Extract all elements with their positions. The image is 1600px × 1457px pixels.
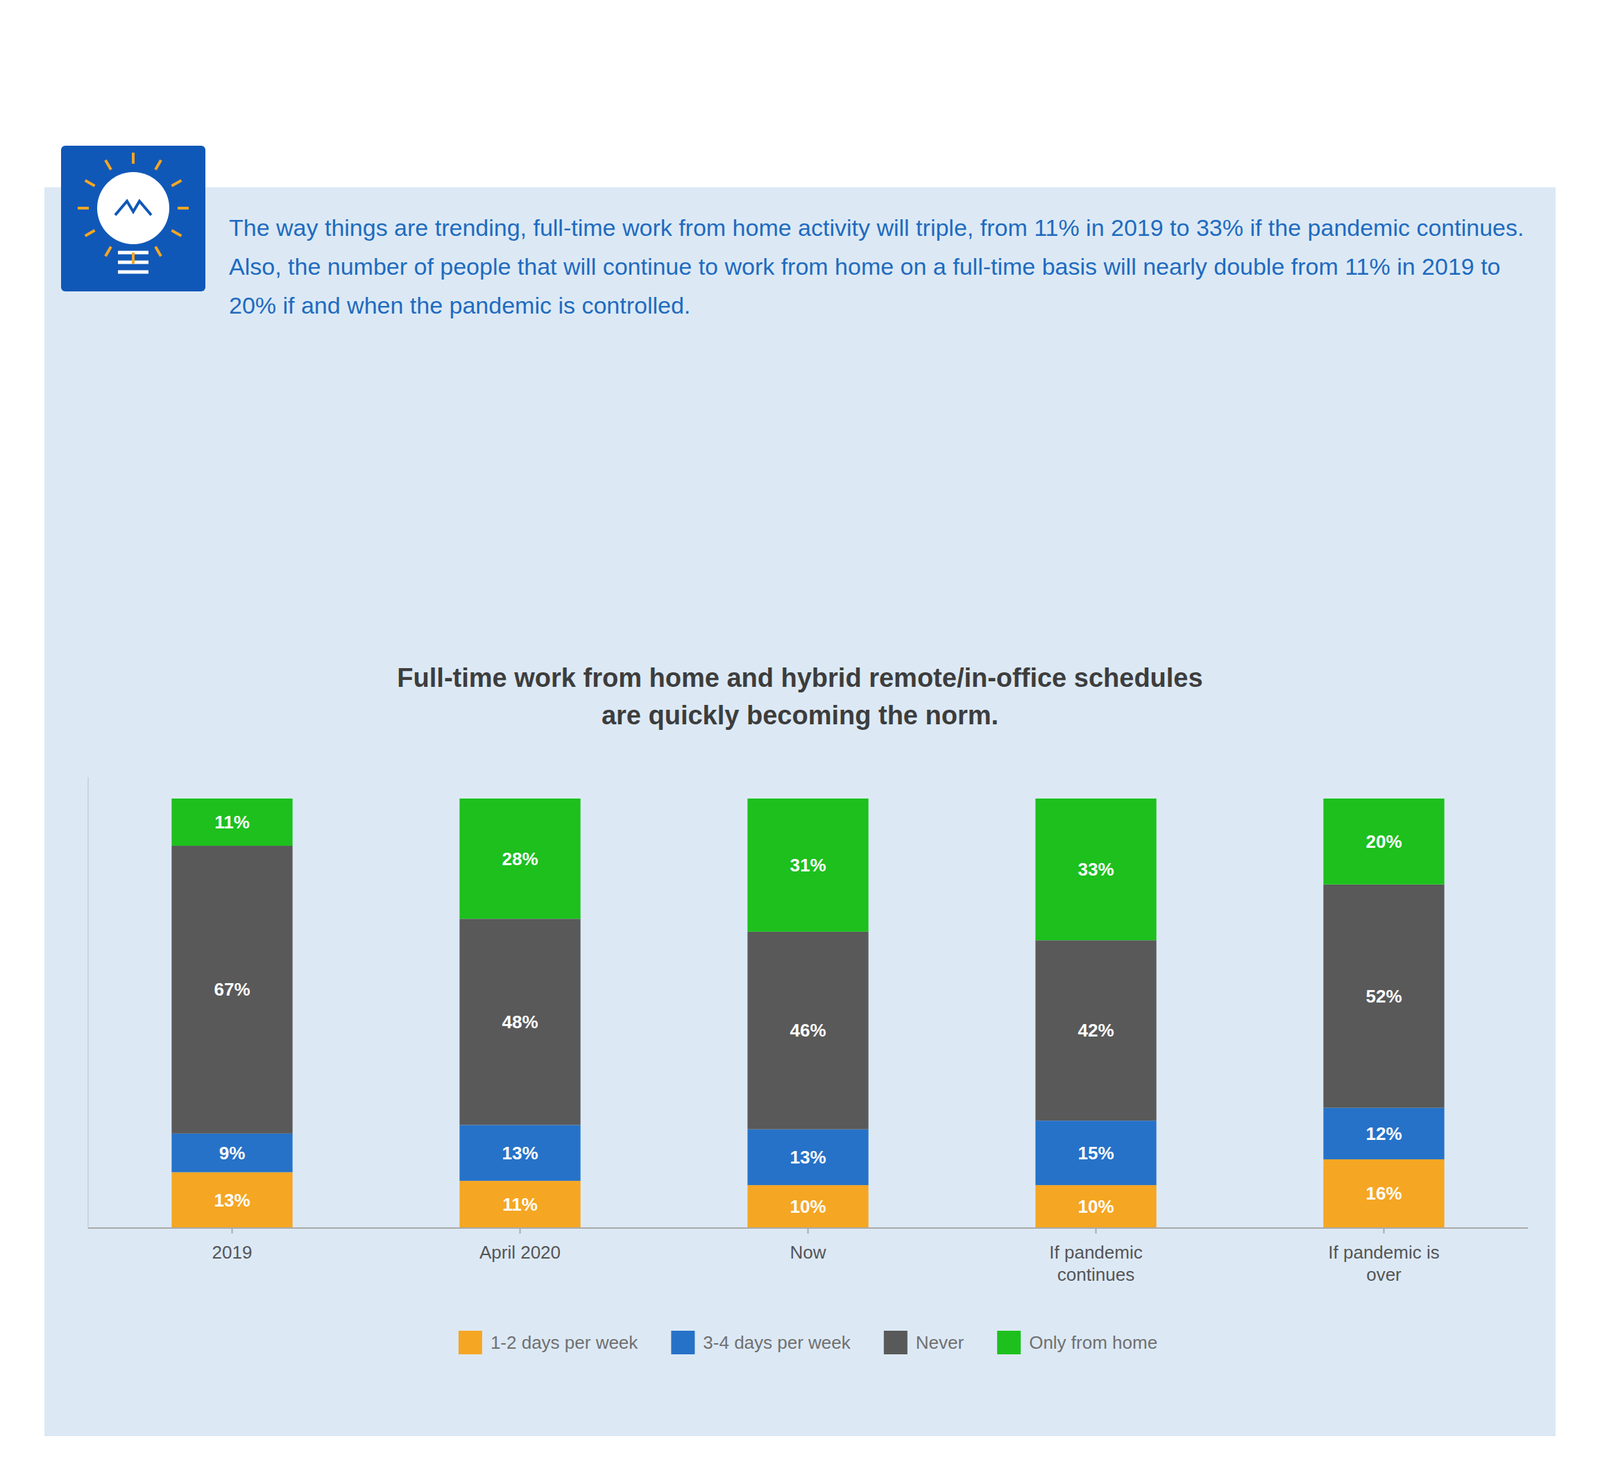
legend-item: Only from home	[997, 1330, 1158, 1355]
legend-item: 3-4 days per week	[670, 1330, 851, 1355]
data-label: 10%	[789, 1196, 826, 1217]
legend: 1-2 days per week 3-4 days per week Never O…	[458, 1330, 1158, 1355]
bar-segment	[747, 798, 868, 932]
x-tick	[1383, 1228, 1385, 1234]
data-label: 48%	[501, 1011, 538, 1033]
bar-segment	[459, 798, 581, 919]
bar-segment	[1035, 940, 1156, 1121]
data-label: 11%	[214, 811, 250, 833]
x-tick	[519, 1228, 522, 1234]
x-tick	[1095, 1228, 1097, 1234]
bar-segment	[171, 1172, 293, 1229]
legend-label: Only from home	[1028, 1332, 1158, 1353]
data-label: 31%	[789, 854, 826, 876]
icon-ray	[131, 152, 135, 164]
legend-swatch	[883, 1330, 908, 1355]
icon-ray	[155, 246, 161, 257]
bars	[171, 798, 1444, 1229]
y-axis-line	[87, 777, 89, 1229]
x-tick-label: If pandemic isover	[1328, 1241, 1440, 1285]
icon	[61, 145, 206, 292]
data-label: 52%	[1365, 985, 1402, 1007]
x-tick-label-line: Now	[789, 1241, 826, 1263]
data-label: 10%	[1077, 1196, 1114, 1217]
bar-segment	[747, 931, 868, 1130]
data-label: 13%	[789, 1146, 826, 1168]
bar-segment	[1035, 1120, 1156, 1186]
data-label: 20%	[1365, 831, 1402, 853]
card-background	[44, 187, 1556, 1437]
bar-segment	[459, 1124, 581, 1181]
icon-ray	[77, 206, 89, 210]
bar-segment	[1035, 798, 1156, 941]
data-label: 15%	[1077, 1142, 1114, 1164]
page: {"chart_data": { "type": "bar", "title":…	[0, 0, 1600, 1457]
x-tick-label: April 2020	[479, 1241, 561, 1263]
x-tick	[807, 1228, 810, 1234]
icon-ray	[171, 230, 182, 236]
bar-segment	[1323, 884, 1444, 1109]
icon-ray	[105, 160, 112, 170]
legend-item: 1-2 days per week	[458, 1330, 639, 1355]
x-tick-label-line: continues	[1057, 1264, 1135, 1285]
x-tick-label-line: over	[1366, 1264, 1402, 1285]
title: Full-time work from home and hybrid remo…	[396, 663, 1203, 730]
data-label: 67%	[213, 979, 250, 1000]
icon-ray	[155, 160, 161, 170]
x-tick-labels: 2019April 2020NowIf pandemiccontinuesIf …	[212, 1241, 1440, 1285]
legend-label: Never	[915, 1332, 965, 1353]
data-label: 33%	[1077, 858, 1114, 880]
legend-item: Never	[883, 1330, 965, 1355]
icon-filament	[115, 201, 152, 216]
data-label: 46%	[789, 1019, 826, 1041]
icon-ray	[177, 206, 189, 210]
bar-segment	[171, 845, 293, 1134]
icon-ray	[105, 246, 112, 257]
bar-segment	[1323, 1108, 1444, 1160]
bar-segment	[171, 1133, 293, 1173]
legend-swatch	[458, 1330, 483, 1355]
data-label: 12%	[1365, 1123, 1402, 1145]
bar-segment	[747, 1129, 868, 1186]
legend-label: 1-2 days per week	[490, 1332, 639, 1353]
data-label: 13%	[501, 1142, 538, 1164]
icon-ray	[171, 180, 182, 186]
x-tick	[231, 1228, 234, 1234]
data-label: 11%	[502, 1194, 538, 1215]
data-labels: 13% 11% 10% 10% 16% 9% 13% 13% 15% 12% 67% 48% 46% 42…	[213, 811, 1402, 1217]
intro-text: The way things are trending, full-time w…	[228, 208, 1534, 325]
bar-segment	[747, 1185, 868, 1229]
x-tick-label: Now	[789, 1241, 826, 1263]
x-tick-label-line: If pandemic	[1049, 1241, 1143, 1263]
bar-segment	[1035, 1185, 1156, 1229]
bar-segment	[1323, 1159, 1444, 1229]
x-tick-label-line: April 2020	[479, 1241, 561, 1263]
x-tick-label-line: If pandemic is	[1328, 1241, 1440, 1263]
legend-swatch	[670, 1330, 695, 1355]
bar-segment	[459, 918, 581, 1125]
icon-ray	[85, 180, 96, 186]
bar-segment	[1323, 798, 1444, 885]
x-tick-label: 2019	[212, 1241, 253, 1263]
bar-segment	[171, 798, 293, 846]
legend-label: 3-4 days per week	[702, 1332, 851, 1353]
data-label: 13%	[213, 1189, 250, 1211]
title-line: Full-time work from home and hybrid remo…	[396, 663, 1203, 693]
title-line: are quickly becoming the norm.	[601, 700, 999, 730]
icon-bulb	[97, 172, 170, 245]
icon-base	[117, 270, 149, 275]
icon-box	[61, 145, 206, 292]
bar-segment	[459, 1180, 581, 1229]
data-label: 42%	[1077, 1019, 1114, 1041]
x-tick-label-line: 2019	[212, 1241, 253, 1263]
data-label: 9%	[219, 1142, 246, 1164]
data-label: 16%	[1365, 1183, 1402, 1204]
icon-ray	[131, 252, 135, 264]
icon-ray	[85, 230, 96, 236]
data-label: 28%	[501, 848, 538, 870]
x-tick-label: If pandemiccontinues	[1049, 1241, 1143, 1285]
legend-swatch	[997, 1330, 1021, 1355]
